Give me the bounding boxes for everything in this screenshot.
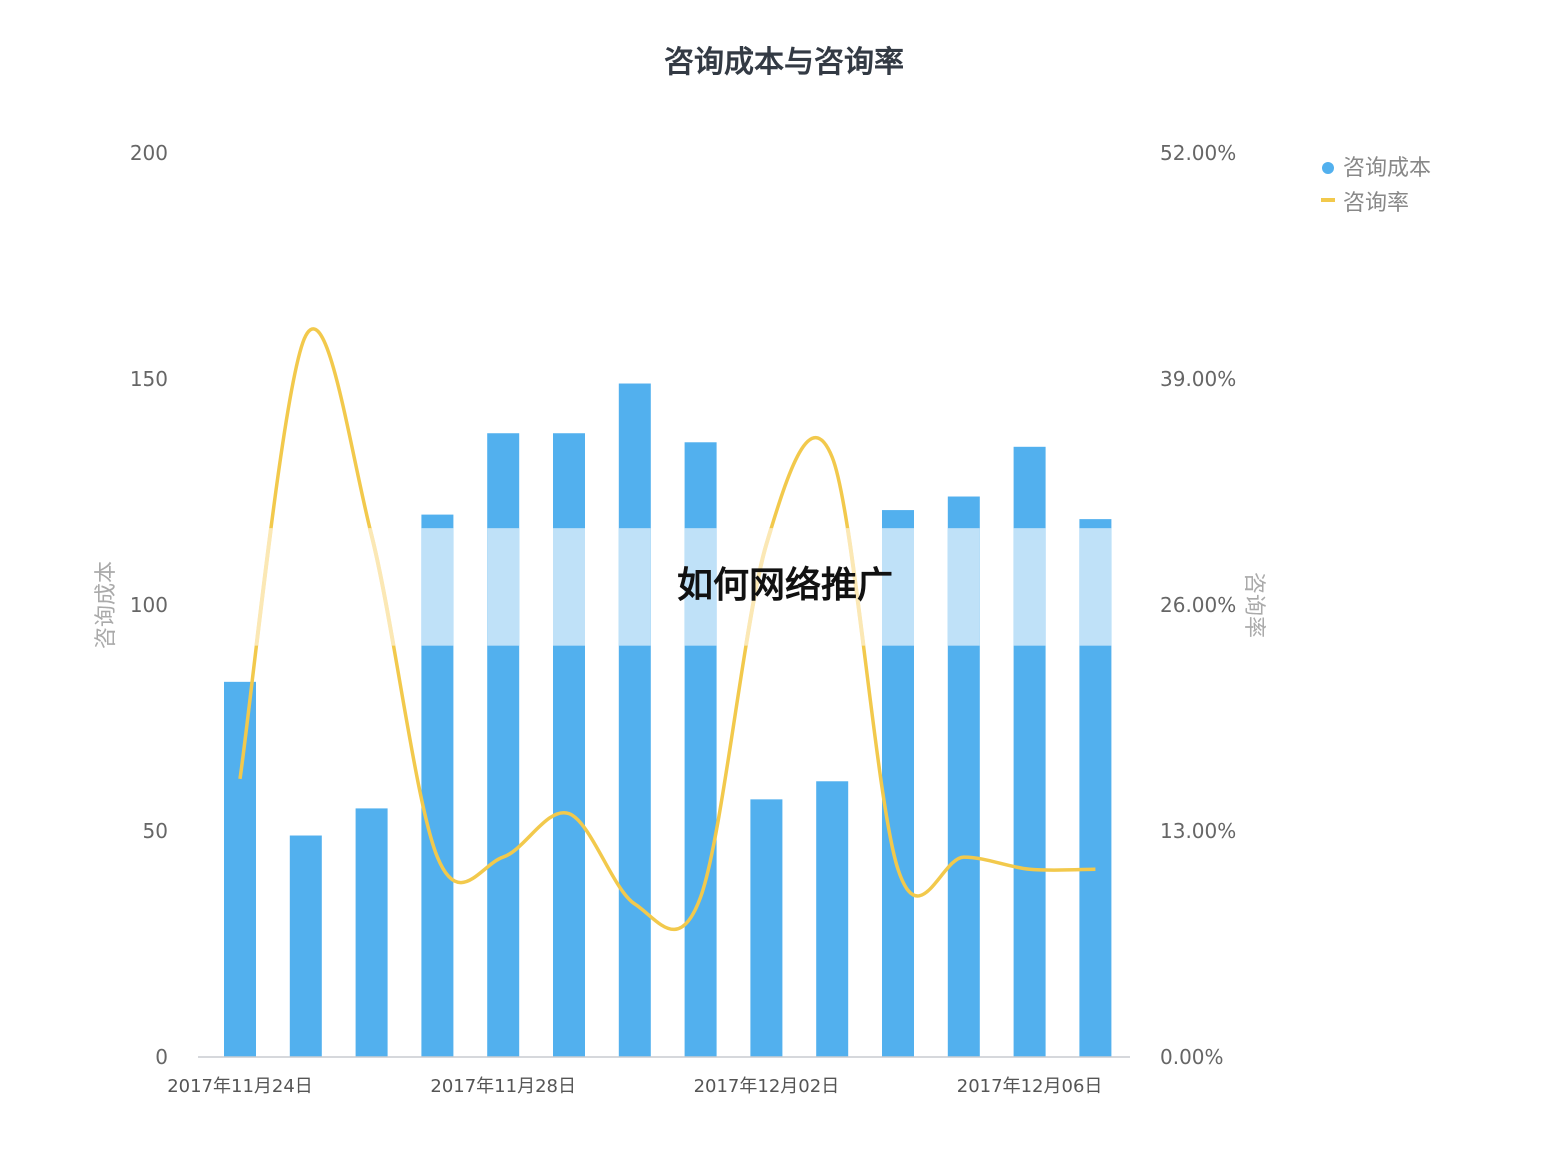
bar	[289, 835, 322, 1057]
bar	[355, 808, 388, 1057]
chart-title: 咨询成本与咨询率	[664, 45, 904, 80]
bar-band-segment	[1079, 528, 1112, 646]
bar-band-segment	[947, 528, 980, 646]
highlight-band-bars	[421, 528, 1112, 646]
y-tick-right: 52.00%	[1160, 141, 1236, 165]
bar	[750, 799, 783, 1057]
line-series	[238, 327, 1096, 932]
x-tick-label: 2017年12月06日	[957, 1076, 1103, 1097]
bar-band-segment	[553, 528, 585, 646]
y-tick-right: 26.00%	[1160, 593, 1236, 617]
x-tick-label: 2017年12月02日	[694, 1076, 840, 1097]
y-axis-left-title: 咨询成本	[94, 561, 119, 649]
y-tick-left: 150	[130, 367, 168, 391]
bar-band-segment	[1013, 528, 1046, 646]
bar	[487, 433, 520, 1057]
y-axis-right-title: 咨询率	[1241, 572, 1266, 638]
y-axis-right: 0.00% 13.00% 26.00% 39.00% 52.00%	[1160, 141, 1236, 1069]
y-tick-right: 39.00%	[1160, 367, 1236, 391]
watermark-text: 如何网络推广	[677, 564, 893, 606]
bar-band-segment	[684, 528, 717, 646]
y-tick-left: 50	[143, 819, 168, 843]
y-axis-left: 0 50 100 150 200	[130, 141, 168, 1069]
legend-marker-cost	[1322, 162, 1334, 174]
x-tick-label: 2017年11月28日	[430, 1076, 576, 1097]
legend-label-cost: 咨询成本	[1343, 156, 1431, 181]
bar	[224, 681, 256, 1057]
bar-band-segment	[882, 528, 914, 646]
legend-marker-rate	[1321, 198, 1335, 202]
x-axis: 2017年11月24日 2017年11月28日 2017年12月02日 2017年12…	[167, 1076, 1102, 1097]
bar-series	[224, 383, 1112, 1058]
y-tick-left: 100	[130, 593, 168, 617]
y-tick-right: 0.00%	[1160, 1045, 1224, 1069]
rate-line	[238, 327, 1096, 932]
bar	[618, 383, 651, 1057]
bar	[816, 781, 849, 1057]
bar	[553, 433, 585, 1057]
bar-band-segment	[487, 528, 520, 646]
y-tick-left: 0	[155, 1045, 168, 1069]
legend-label-rate: 咨询率	[1343, 191, 1409, 216]
bar-band-segment	[618, 528, 651, 646]
legend: 咨询成本 咨询率	[1321, 156, 1431, 216]
y-tick-left: 200	[130, 141, 168, 165]
x-tick-label: 2017年11月24日	[167, 1076, 313, 1097]
y-tick-right: 13.00%	[1160, 819, 1236, 843]
bar-band-segment	[421, 528, 454, 646]
